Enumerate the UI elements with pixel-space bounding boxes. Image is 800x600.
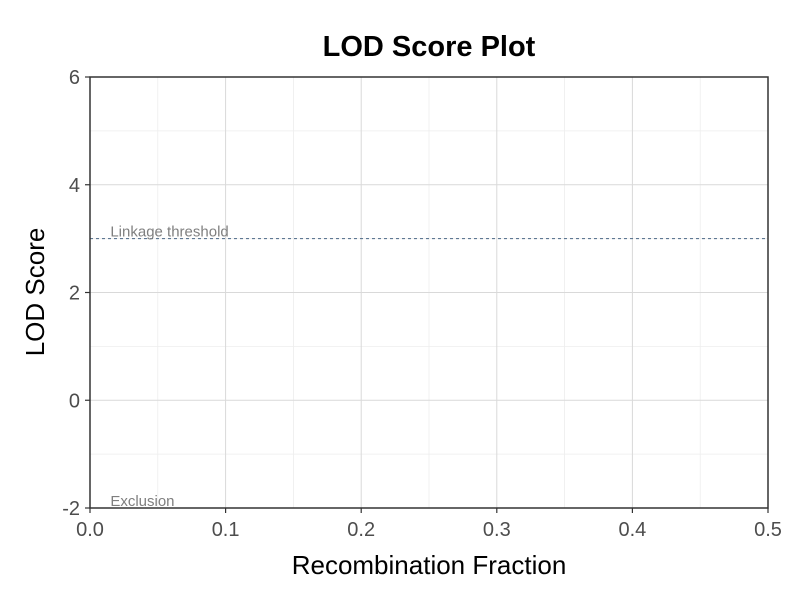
x-tick-label: 0.0 (76, 519, 104, 541)
major-grid (89, 76, 769, 509)
y-tick-label: 2 (69, 283, 80, 305)
x-tick-label: 0.5 (754, 519, 782, 541)
x-tick-label: 0.4 (618, 519, 646, 541)
x-tick-label: 0.3 (483, 519, 511, 541)
x-tick-label: 0.2 (347, 519, 375, 541)
x-axis: 0.0 0.1 0.2 0.3 0.4 0.5 (76, 508, 782, 541)
chart-title: LOD Score Plot (323, 31, 536, 63)
y-tick-label: 4 (69, 175, 80, 197)
x-axis-title: Recombination Fraction (292, 550, 567, 580)
y-tick-label: 0 (69, 390, 80, 412)
y-tick-label: -2 (62, 498, 80, 520)
y-axis-title: LOD Score (20, 228, 50, 357)
x-tick-label: 0.1 (212, 519, 240, 541)
y-tick-label: 6 (69, 67, 80, 89)
y-axis: -2 0 2 4 6 (62, 67, 90, 520)
linkage-threshold-label: Linkage threshold (110, 224, 228, 241)
exclusion-label: Exclusion (110, 493, 174, 510)
